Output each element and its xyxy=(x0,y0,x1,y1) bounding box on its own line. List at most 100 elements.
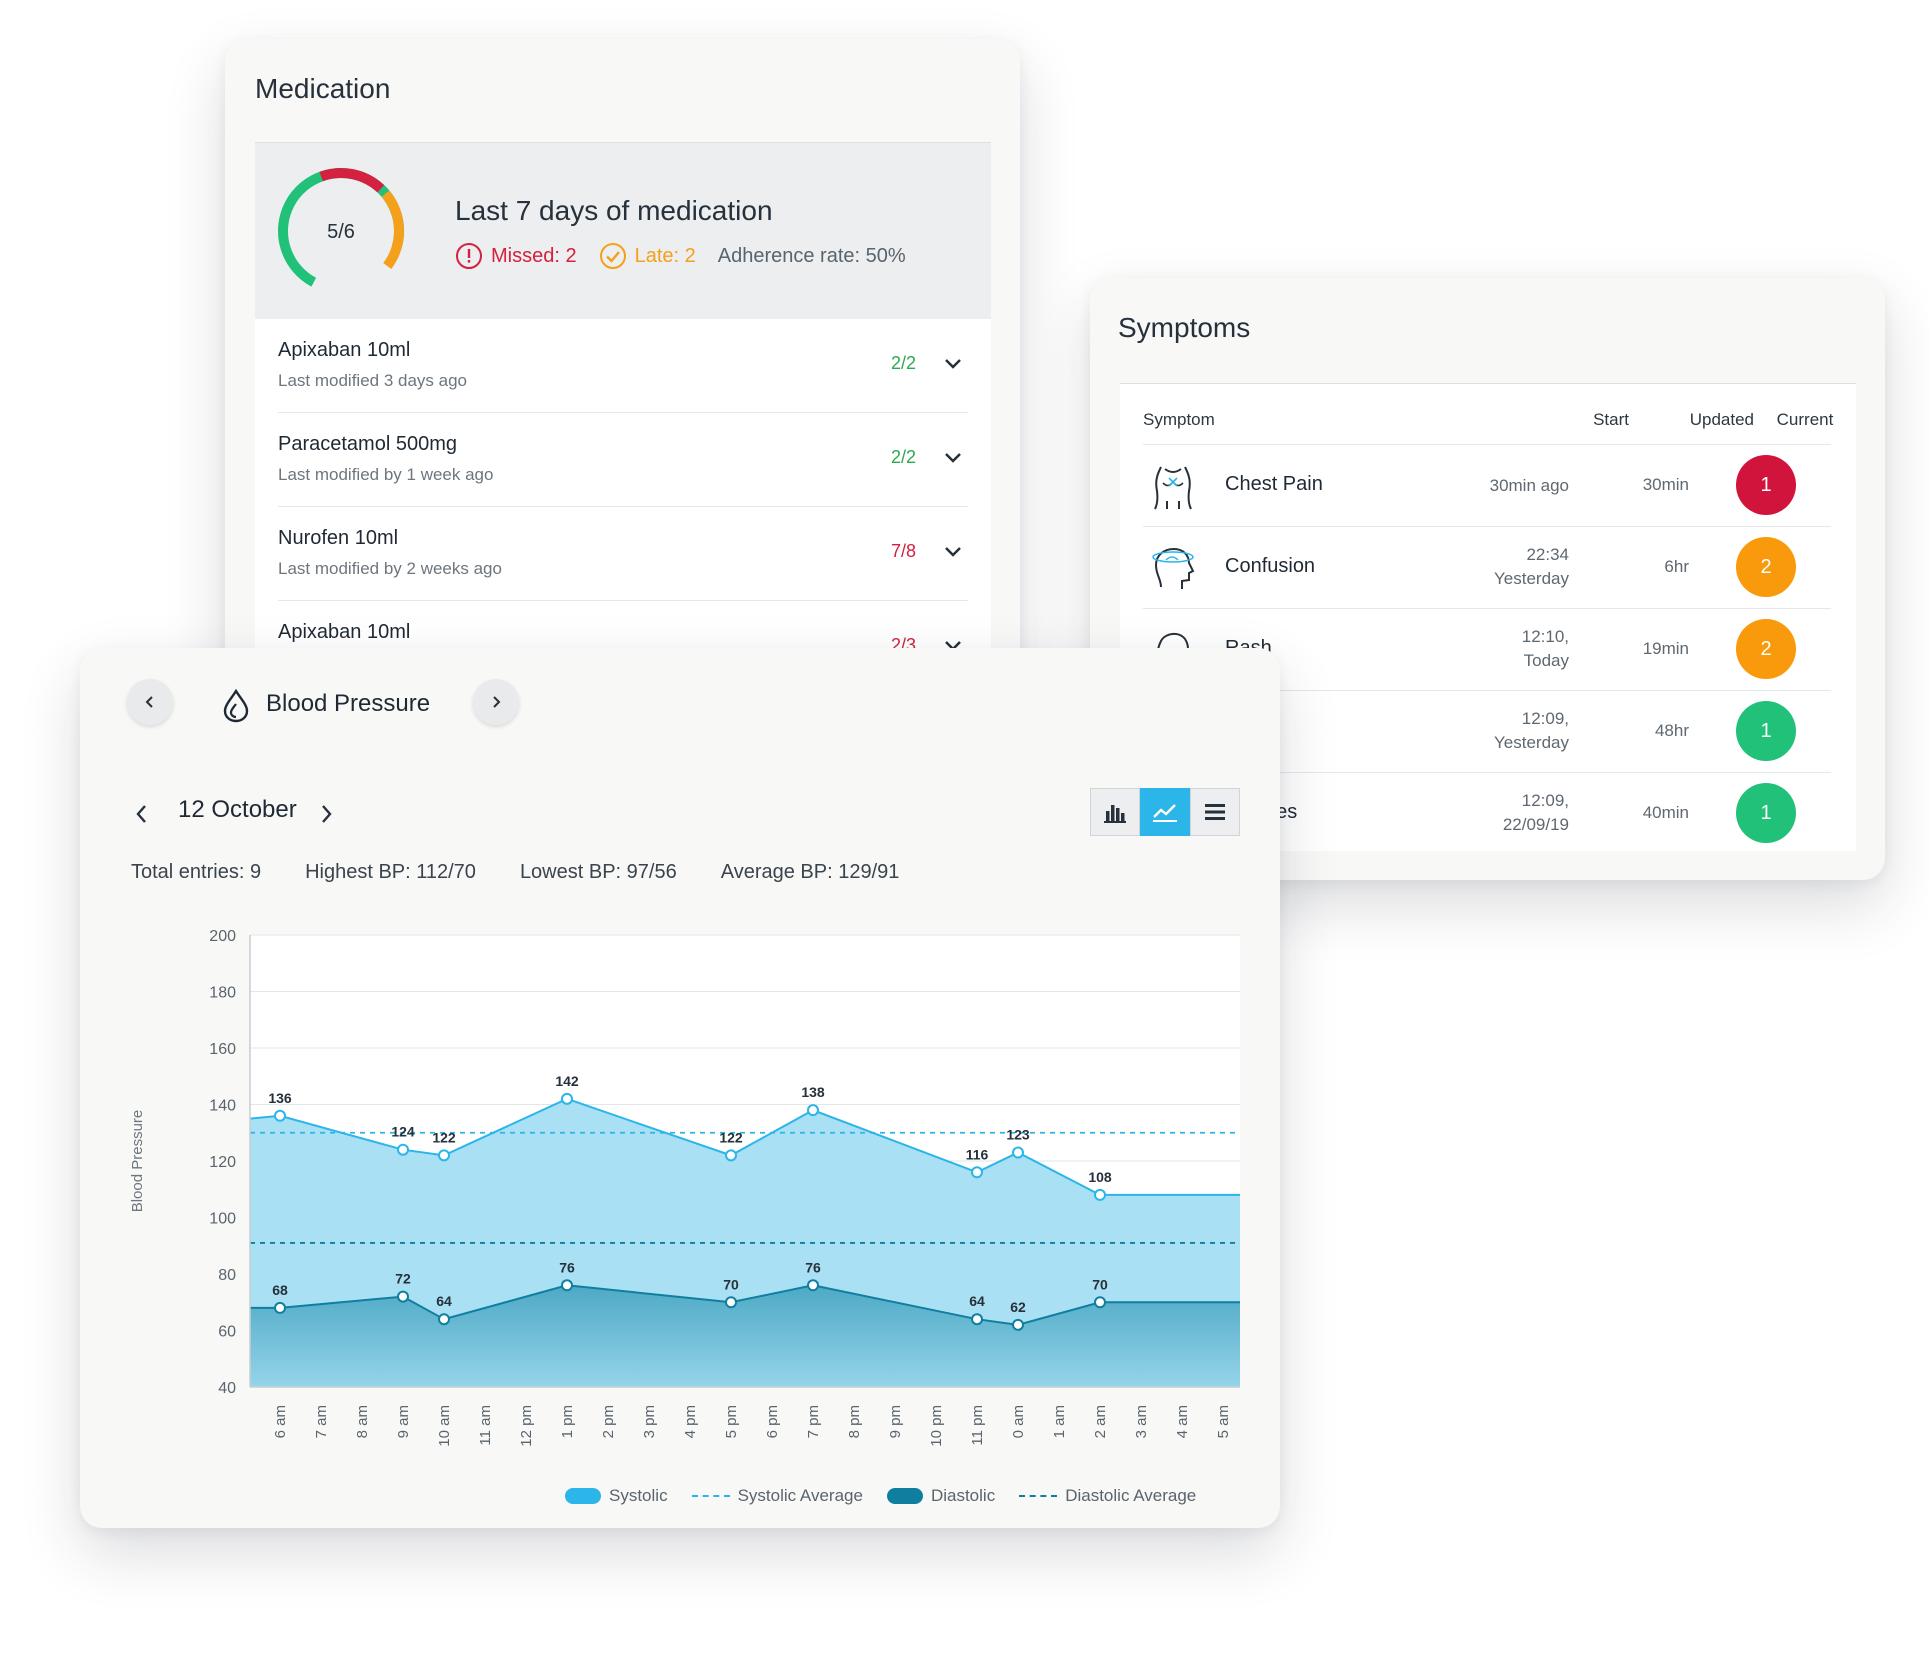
x-tick-label: 9 am xyxy=(395,1405,412,1438)
systolic-point xyxy=(274,1109,286,1122)
symptom-start-line1: 12:09, xyxy=(1521,709,1569,728)
y-tick-label: 40 xyxy=(218,1380,236,1397)
symptoms-title: Symptoms xyxy=(1118,312,1251,343)
x-tick-label: 6 am xyxy=(272,1405,289,1438)
x-tick-label: 3 pm xyxy=(641,1405,658,1438)
symptom-updated: 6hr xyxy=(1664,557,1689,576)
y-tick-label: 160 xyxy=(209,1041,236,1058)
x-tick-label: 11 am xyxy=(477,1405,494,1446)
diastolic-point xyxy=(725,1296,737,1309)
header-symptom: Symptom xyxy=(1143,410,1215,429)
symptom-row[interactable]: Confusion 22:34 Yesterday 6hr 2 xyxy=(1143,526,1831,609)
x-tick-label: 8 pm xyxy=(846,1405,863,1438)
symptom-start: 12:10, Today xyxy=(1419,625,1569,673)
adherence-donut: 5/6 xyxy=(278,168,404,294)
blood-pressure-title: Blood Pressure xyxy=(266,690,431,717)
check-circle-icon xyxy=(599,243,626,269)
diastolic-data-label: 72 xyxy=(395,1271,411,1287)
systolic-point xyxy=(438,1149,450,1162)
x-tick-label: 2 am xyxy=(1092,1405,1109,1438)
chevron-down-icon[interactable] xyxy=(942,447,964,469)
x-tick-label: 5 am xyxy=(1215,1405,1232,1438)
current-badge: 1 xyxy=(1736,783,1796,843)
chevron-down-icon[interactable] xyxy=(942,541,964,563)
symptom-name: Chest Pain xyxy=(1225,473,1323,495)
systolic-data-label: 123 xyxy=(1006,1127,1030,1143)
chart-points xyxy=(274,1092,1106,1331)
line-view-button[interactable] xyxy=(1140,788,1190,836)
summary-stats: Missed: 2 Late: 2 Adherence rate: 50% xyxy=(455,241,906,271)
symptom-updated: 40min xyxy=(1642,803,1689,822)
chest-icon xyxy=(1154,466,1192,510)
head-confusion-icon xyxy=(1152,547,1195,589)
systolic-data-label: 138 xyxy=(801,1084,825,1100)
donut-label: 5/6 xyxy=(327,221,355,243)
list-icon xyxy=(1205,804,1225,820)
chart-labels: 136 124 122 142 122 138 116 123 108 68 72 64 76 70 76 6… xyxy=(268,1073,1112,1315)
diastolic-data-label: 64 xyxy=(436,1293,452,1309)
medication-modified: Last modified 3 days ago xyxy=(278,371,468,390)
chevron-down-icon[interactable] xyxy=(942,353,964,375)
legend-diastolic[interactable]: Diastolic xyxy=(886,1486,996,1506)
bp-stats: Total entries: 9 Highest BP: 112/70 Lowe… xyxy=(131,861,943,884)
medication-count: 2/2 xyxy=(890,353,916,373)
systolic-data-label: 142 xyxy=(555,1073,579,1089)
prev-metric-button[interactable] xyxy=(127,679,173,725)
next-metric-button[interactable] xyxy=(473,679,519,725)
diastolic-point xyxy=(397,1290,409,1303)
medication-modified: Last modified by 1 week ago xyxy=(278,465,494,484)
y-tick-label: 100 xyxy=(209,1211,236,1228)
chevron-right-icon xyxy=(493,696,501,708)
blood-drop-icon xyxy=(223,688,249,723)
diastolic-point xyxy=(807,1279,819,1292)
systolic-point xyxy=(561,1092,573,1105)
diastolic-data-label: 64 xyxy=(969,1293,985,1309)
bar-view-button[interactable] xyxy=(1090,788,1140,836)
legend-label: Systolic Average xyxy=(737,1486,863,1505)
bar-chart-icon xyxy=(1104,805,1126,823)
medication-name: Nurofen 10ml xyxy=(278,527,399,549)
diastolic-point xyxy=(438,1313,450,1326)
diastolic-point xyxy=(274,1301,286,1314)
symptom-start-line1: 12:10, xyxy=(1521,627,1569,646)
chart-view-toggle xyxy=(1090,788,1240,836)
medication-item[interactable]: Nurofen 10ml Last modified by 2 weeks ag… xyxy=(278,507,968,601)
x-tick-label: 10 pm xyxy=(928,1405,945,1447)
x-tick-label: 4 am xyxy=(1174,1405,1191,1438)
symptom-start: 12:09, Yesterday xyxy=(1419,707,1569,755)
y-tick-label: 200 xyxy=(209,928,236,945)
next-date-button[interactable] xyxy=(316,803,336,825)
blood-pressure-chart: 136 124 122 142 122 138 116 123 108 68 72 64 76 70 76 6… xyxy=(129,928,1240,1447)
symptom-updated: 30min xyxy=(1642,475,1689,494)
y-axis-label: Blood Pressure xyxy=(129,1110,146,1213)
symptom-start: 30min ago xyxy=(1419,474,1569,498)
late-label: Late: 2 xyxy=(634,244,696,267)
systolic-point xyxy=(807,1104,819,1117)
legend-label: Systolic xyxy=(609,1486,668,1505)
legend-systolic[interactable]: Systolic xyxy=(565,1486,668,1506)
systolic-data-label: 116 xyxy=(966,1146,989,1162)
missed-label: Missed: 2 xyxy=(491,244,577,267)
y-tick-label: 120 xyxy=(209,1154,236,1171)
legend-swatch xyxy=(886,1488,923,1504)
missed-stat: Missed: 2 xyxy=(455,242,577,270)
legend-label: Diastolic xyxy=(930,1486,996,1505)
systolic-data-label: 136 xyxy=(268,1090,292,1106)
list-view-button[interactable] xyxy=(1190,788,1240,836)
symptom-updated: 19min xyxy=(1642,639,1689,658)
medication-item[interactable]: Apixaban 10ml Last modified 3 days ago 2… xyxy=(278,319,968,413)
current-badge: 2 xyxy=(1736,619,1796,679)
medication-item[interactable]: Paracetamol 500mg Last modified by 1 wee… xyxy=(278,413,968,507)
legend-diastolic-average[interactable]: Diastolic Average xyxy=(1019,1486,1196,1506)
chart-legend: Systolic Systolic Average Diastolic Dias… xyxy=(565,1486,1196,1506)
diastolic-data-label: 70 xyxy=(723,1276,739,1292)
diastolic-data-label: 76 xyxy=(805,1259,821,1275)
legend-swatch xyxy=(565,1488,601,1504)
x-tick-label: 9 pm xyxy=(887,1405,904,1438)
late-stat: Late: 2 xyxy=(599,242,696,270)
adherence-rate: Adherence rate: 50% xyxy=(717,244,906,267)
legend-systolic-average[interactable]: Systolic Average xyxy=(691,1486,863,1506)
prev-date-button[interactable] xyxy=(132,803,152,825)
symptom-row[interactable]: Chest Pain 30min ago 30min 1 xyxy=(1143,444,1831,527)
current-badge: 2 xyxy=(1736,537,1796,597)
